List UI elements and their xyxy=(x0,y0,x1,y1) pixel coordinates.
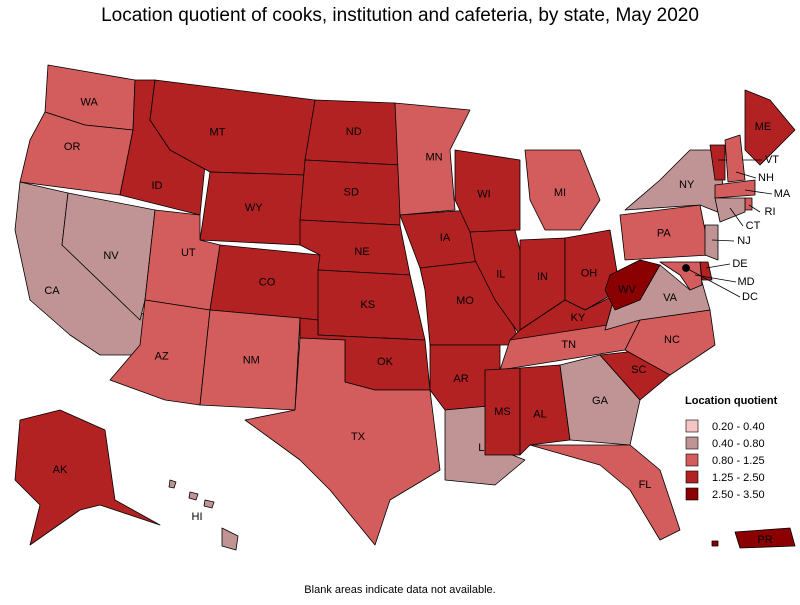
legend-swatch xyxy=(685,453,699,467)
state-label: PR xyxy=(757,534,772,546)
state-label: AZ xyxy=(155,351,169,363)
state-label: MA xyxy=(774,188,791,200)
legend-title: Location quotient xyxy=(685,395,778,407)
state-label: IN xyxy=(537,271,548,283)
state-shape xyxy=(714,197,746,223)
state-label: MD xyxy=(737,276,754,288)
state-label: SD xyxy=(344,186,359,198)
state-label: CO xyxy=(259,276,276,288)
legend-label: 0.80 - 1.25 xyxy=(712,455,765,467)
state-label: MT xyxy=(210,127,226,139)
state-label: KS xyxy=(360,299,375,311)
state-label: GA xyxy=(592,395,609,407)
legend-swatch xyxy=(685,470,699,484)
state-shape xyxy=(244,337,441,546)
state-label: VT xyxy=(765,154,779,166)
state-label: UT xyxy=(181,247,196,259)
state-label: WI xyxy=(477,188,490,200)
state-shape xyxy=(711,540,719,547)
legend-label: 0.20 - 0.40 xyxy=(712,421,765,433)
state-label: MS xyxy=(494,406,511,418)
state-label: RI xyxy=(765,206,776,218)
state-shape xyxy=(659,261,703,291)
legend-label: 0.40 - 0.80 xyxy=(712,438,765,450)
leader-line xyxy=(729,207,744,227)
state-label: WY xyxy=(245,202,263,214)
leader-line xyxy=(685,267,741,298)
state-label: NM xyxy=(243,355,260,367)
state-label: HI xyxy=(192,511,203,523)
leader-line xyxy=(748,204,761,213)
state-label: VA xyxy=(663,292,678,304)
state-label: AK xyxy=(53,464,68,476)
state-shape xyxy=(524,149,601,231)
state-shape xyxy=(394,102,471,216)
state-label: IA xyxy=(440,232,451,244)
state-shape xyxy=(14,409,161,546)
state-shape xyxy=(734,527,796,549)
state-shape xyxy=(529,444,681,541)
state-label: SC xyxy=(631,364,646,376)
legend-label: 2.50 - 3.50 xyxy=(712,489,765,501)
state-label: WA xyxy=(81,96,99,108)
state-label: AR xyxy=(453,373,468,385)
state-label: TN xyxy=(561,339,576,351)
state-label: WV xyxy=(618,284,636,296)
state-label: MI xyxy=(554,187,566,199)
legend-label: 1.25 - 2.50 xyxy=(712,472,765,484)
state-shape xyxy=(714,179,756,199)
leader-line xyxy=(711,239,735,242)
state-shape xyxy=(168,479,177,489)
state-label: TX xyxy=(351,431,366,443)
footnote: Blank areas indicate data not available. xyxy=(304,584,495,596)
state-label: DE xyxy=(732,258,747,270)
state-label: ND xyxy=(346,126,362,138)
state-shape xyxy=(744,89,796,166)
leader-line xyxy=(705,263,731,269)
leader-line xyxy=(735,171,757,179)
state-label: NJ xyxy=(737,235,750,247)
state-label: MN xyxy=(425,152,442,164)
state-label: IL xyxy=(496,268,505,280)
state-shape xyxy=(709,144,726,181)
state-label: NH xyxy=(758,172,774,184)
state-shape xyxy=(724,134,746,183)
state-label: AL xyxy=(533,409,546,421)
state-shape xyxy=(188,491,199,501)
state-label: ME xyxy=(755,121,772,133)
state-shape xyxy=(624,149,726,216)
state-shape xyxy=(704,224,719,261)
state-shape xyxy=(604,259,661,311)
state-shape xyxy=(203,499,215,509)
state-label: OH xyxy=(581,268,598,280)
state-label: NC xyxy=(664,334,680,346)
legend-swatch xyxy=(685,487,699,501)
state-shape xyxy=(744,197,753,211)
legend-swatch xyxy=(685,419,699,433)
state-label: CT xyxy=(746,220,761,232)
legend-swatch xyxy=(685,436,699,450)
state-label: NY xyxy=(679,179,695,191)
state-label: OR xyxy=(64,141,81,153)
state-label: PA xyxy=(657,228,672,240)
state-label: OK xyxy=(377,356,394,368)
state-label: FL xyxy=(639,479,652,491)
state-label: DC xyxy=(742,291,758,303)
state-shape xyxy=(61,192,156,321)
state-label: NV xyxy=(103,250,119,262)
state-label: MO xyxy=(456,295,474,307)
state-shape xyxy=(519,364,571,456)
state-label: KY xyxy=(571,312,586,324)
state-shape xyxy=(624,309,716,376)
state-label: NE xyxy=(354,246,369,258)
leader-line xyxy=(744,189,773,195)
state-label: ID xyxy=(152,180,163,192)
state-label: CA xyxy=(44,285,60,297)
title: Location quotient of cooks, institution … xyxy=(101,5,699,26)
state-shape xyxy=(221,527,239,551)
